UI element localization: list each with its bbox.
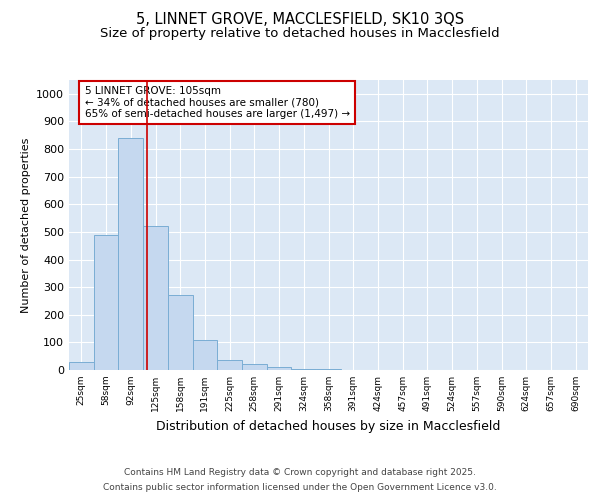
- Bar: [143, 226, 168, 370]
- Bar: [168, 296, 193, 370]
- X-axis label: Distribution of detached houses by size in Macclesfield: Distribution of detached houses by size …: [157, 420, 500, 432]
- Bar: [193, 340, 217, 370]
- Text: 5 LINNET GROVE: 105sqm
← 34% of detached houses are smaller (780)
65% of semi-de: 5 LINNET GROVE: 105sqm ← 34% of detached…: [85, 86, 350, 119]
- Text: Contains HM Land Registry data © Crown copyright and database right 2025.: Contains HM Land Registry data © Crown c…: [124, 468, 476, 477]
- Bar: [118, 138, 143, 370]
- Bar: [316, 368, 341, 370]
- Bar: [242, 364, 267, 370]
- Bar: [292, 368, 316, 370]
- Text: 5, LINNET GROVE, MACCLESFIELD, SK10 3QS: 5, LINNET GROVE, MACCLESFIELD, SK10 3QS: [136, 12, 464, 28]
- Y-axis label: Number of detached properties: Number of detached properties: [20, 138, 31, 312]
- Text: Size of property relative to detached houses in Macclesfield: Size of property relative to detached ho…: [100, 28, 500, 40]
- Text: Contains public sector information licensed under the Open Government Licence v3: Contains public sector information licen…: [103, 483, 497, 492]
- Bar: [267, 366, 292, 370]
- Bar: [94, 234, 118, 370]
- Bar: [69, 362, 94, 370]
- Bar: [217, 360, 242, 370]
